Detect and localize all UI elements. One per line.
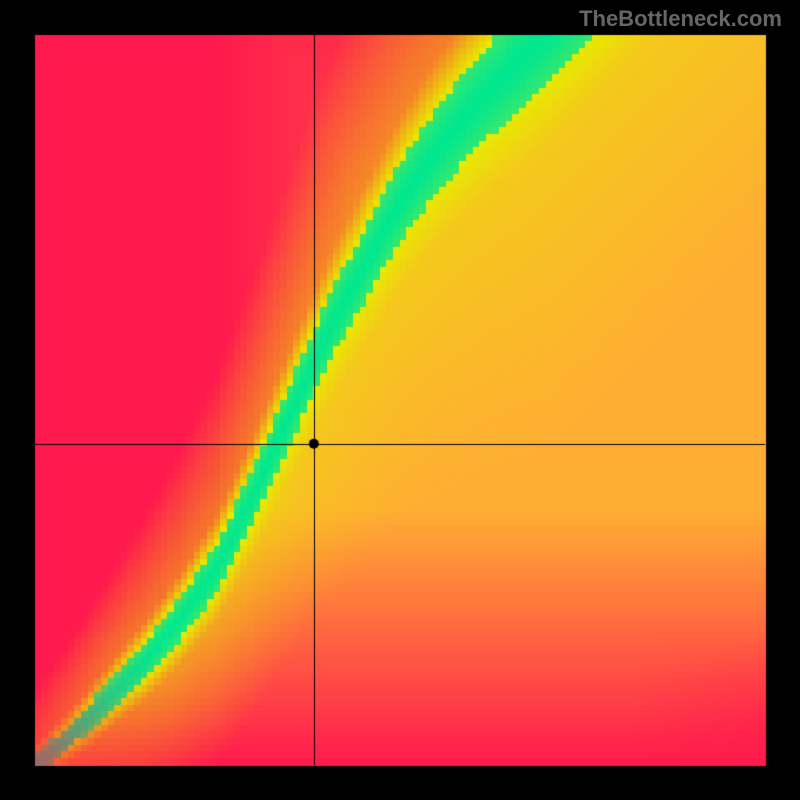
watermark-label: TheBottleneck.com bbox=[579, 6, 782, 32]
bottleneck-heatmap bbox=[0, 0, 800, 800]
chart-container: TheBottleneck.com bbox=[0, 0, 800, 800]
